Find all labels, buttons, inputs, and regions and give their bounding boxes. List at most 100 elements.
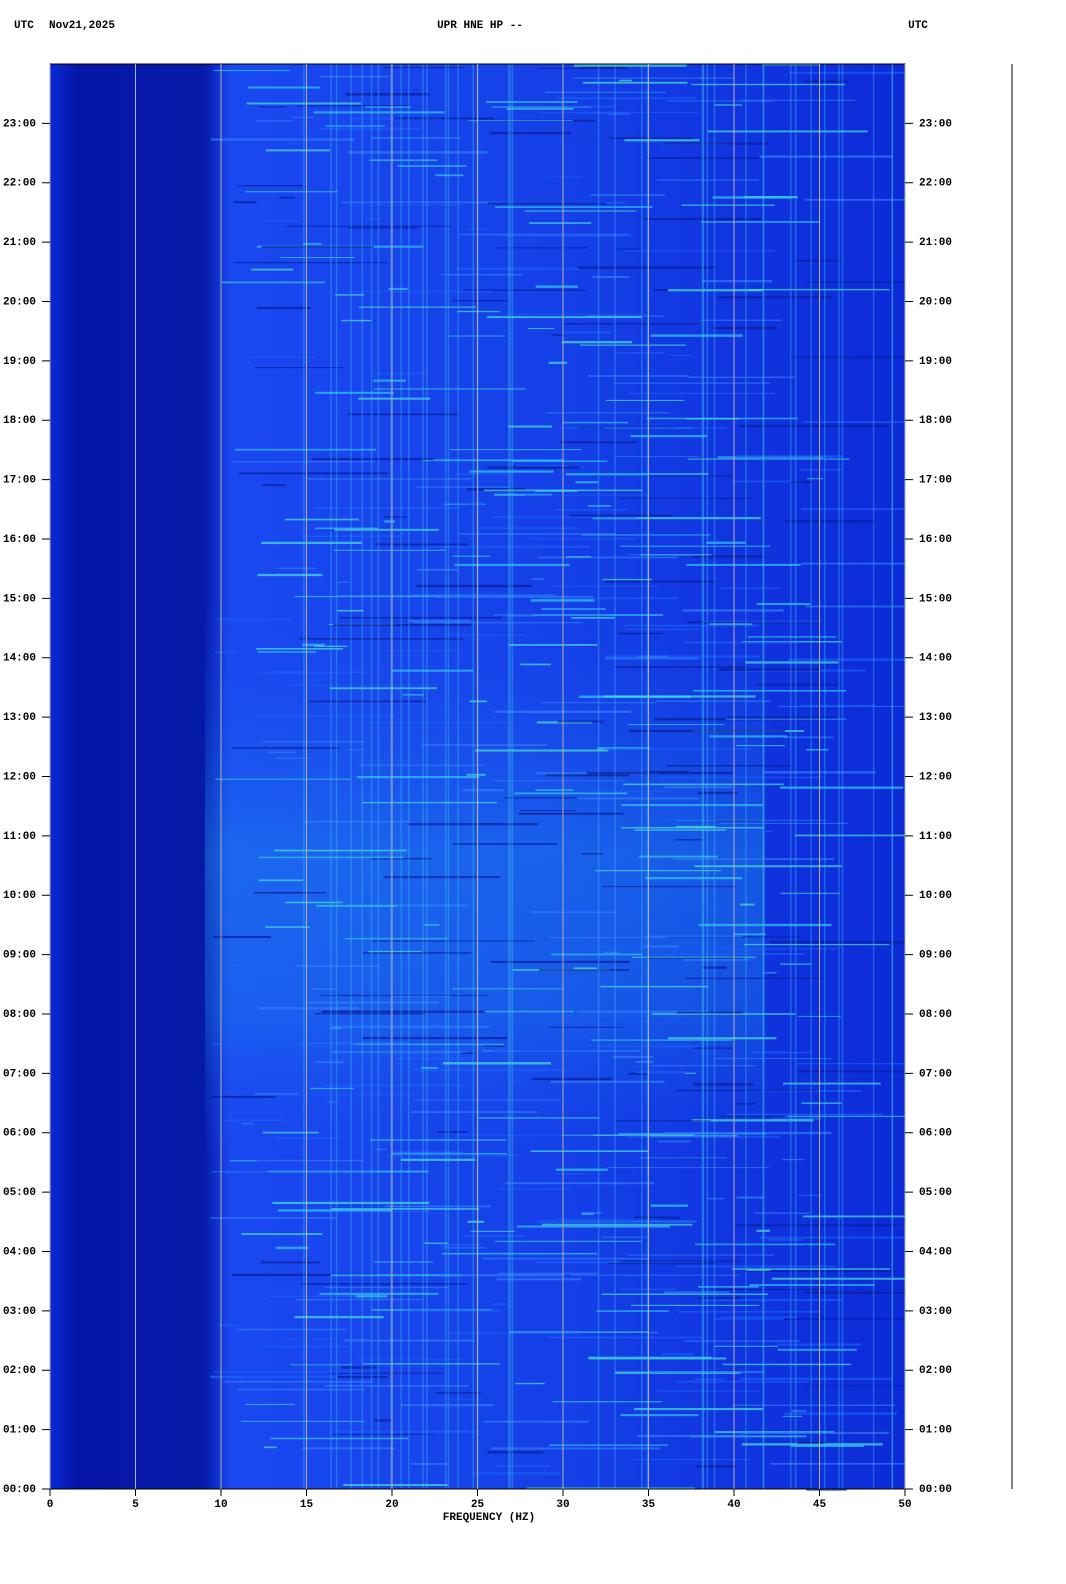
texture-streak (550, 1080, 665, 1083)
texture-streak (663, 142, 769, 145)
texture-streak (439, 1243, 482, 1246)
texture-streak (280, 256, 355, 259)
texture-streak (685, 418, 740, 420)
texture-line (713, 64, 716, 1489)
texture-streak (258, 1007, 359, 1010)
y-tick-label: 23:00 (3, 118, 36, 130)
texture-streak (331, 1208, 480, 1210)
texture-streak (459, 233, 629, 236)
texture-streak (561, 340, 633, 344)
texture-streak (783, 1115, 905, 1118)
texture-streak (469, 470, 554, 473)
texture-streak (682, 609, 784, 612)
texture-streak (319, 1292, 439, 1295)
texture-streak (247, 86, 321, 89)
texture-streak (676, 1380, 809, 1383)
texture-streak (692, 555, 766, 558)
texture-streak (547, 176, 583, 178)
texture-streak (441, 273, 523, 276)
texture-streak (527, 328, 555, 330)
texture-streak (402, 694, 424, 696)
texture-streak (549, 1444, 668, 1446)
y-tick-label: 01:00 (3, 1425, 36, 1437)
texture-streak (362, 1037, 508, 1040)
texture-line (614, 64, 616, 1489)
texture-streak (526, 1487, 695, 1490)
texture-streak (696, 1465, 737, 1468)
texture-streak (627, 1254, 775, 1256)
texture-streak (275, 757, 311, 759)
texture-streak (581, 1211, 602, 1214)
texture-streak (624, 139, 700, 142)
texture-streak (727, 716, 840, 719)
texture-streak (528, 537, 638, 540)
texture-streak (375, 1148, 387, 1150)
texture-streak (356, 776, 480, 779)
texture-streak (255, 1159, 363, 1162)
y-tick-label: 02:00 (919, 1365, 952, 1377)
texture-streak (800, 704, 876, 707)
y-tick-label: 18:00 (3, 415, 36, 427)
texture-streak (459, 533, 616, 535)
texture-streak (444, 1332, 582, 1335)
x-tick-label: 50 (898, 1499, 911, 1511)
texture-streak (409, 619, 471, 623)
texture-streak (536, 1220, 698, 1223)
texture-streak (320, 127, 421, 130)
texture-streak (487, 466, 580, 469)
texture-streak (423, 459, 564, 462)
texture-streak (212, 1042, 357, 1045)
texture-streak (602, 578, 652, 581)
texture-streak (531, 1077, 613, 1081)
texture-streak (548, 1026, 623, 1028)
texture-streak (528, 222, 592, 224)
texture-streak (524, 210, 637, 212)
texture-streak (778, 705, 905, 707)
texture-streak (545, 774, 630, 777)
texture-streak (546, 412, 669, 414)
texture-streak (357, 764, 483, 767)
texture-streak (621, 826, 764, 829)
timezone-left: UTC (14, 20, 34, 32)
texture-streak (720, 1115, 788, 1118)
texture-streak (233, 262, 388, 264)
x-axis-label: FREQUENCY (HZ) (443, 1512, 535, 1524)
texture-streak (639, 1157, 727, 1159)
texture-streak (645, 876, 743, 880)
texture-streak (416, 568, 459, 571)
texture-streak (347, 413, 460, 416)
texture-streak (646, 956, 743, 959)
y-tick-label: 05:00 (919, 1187, 952, 1199)
texture-streak (236, 1328, 346, 1331)
texture-streak (310, 1087, 354, 1090)
texture-streak (620, 1414, 699, 1417)
texture-streak (355, 1295, 388, 1298)
texture-streak (278, 1209, 392, 1212)
texture-streak (498, 1272, 598, 1275)
texture-streak (694, 1378, 725, 1381)
texture-streak (587, 947, 728, 949)
texture-streak (698, 923, 832, 927)
texture-streak (601, 1293, 768, 1296)
texture-streak (583, 81, 688, 84)
texture-streak (675, 1089, 817, 1092)
texture-streak (397, 905, 467, 908)
texture-streak (538, 1014, 687, 1017)
texture-streak (759, 155, 893, 158)
texture-streak (435, 174, 464, 177)
texture-streak (213, 935, 271, 939)
texture-streak (801, 562, 905, 565)
texture-streak (756, 602, 811, 606)
texture-streak (383, 516, 406, 518)
texture-streak (677, 1011, 743, 1014)
texture-streak (770, 1462, 905, 1465)
texture-streak (763, 1318, 905, 1320)
texture-streak (325, 1101, 338, 1103)
texture-streak (452, 988, 564, 990)
texture-streak (441, 1274, 564, 1277)
y-tick-label: 14:00 (3, 653, 36, 665)
texture-streak (745, 661, 839, 664)
texture-streak (517, 464, 569, 467)
texture-streak (570, 514, 672, 517)
texture-streak (261, 741, 365, 743)
